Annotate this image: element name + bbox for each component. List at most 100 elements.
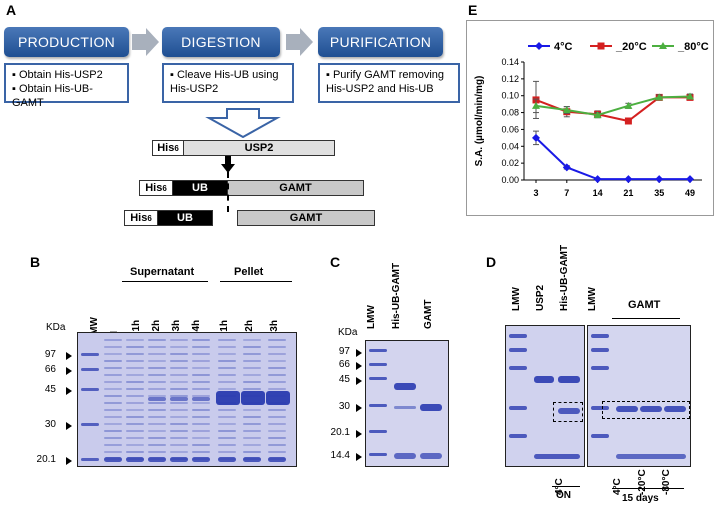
gel-band [192, 451, 210, 453]
usp2-band [534, 376, 554, 383]
y-tick-label: 0.14 [501, 57, 519, 67]
x-tick-label: 3 [533, 188, 538, 198]
highlight-box [553, 402, 583, 422]
gel-band [243, 353, 261, 355]
dye-front-band [104, 457, 122, 462]
gel-d-left [505, 325, 585, 467]
dye-front-band [192, 457, 210, 462]
marker-label: 20.1 [330, 427, 350, 438]
marker-band [81, 458, 99, 461]
his-label: His [145, 182, 163, 194]
gel-band [126, 444, 144, 446]
dye-front-band [148, 457, 166, 462]
y-tick-label: 0.04 [501, 141, 519, 151]
gel-band [268, 444, 286, 446]
gel-band [170, 346, 188, 348]
x-tick-label: 35 [654, 188, 664, 198]
gel-band [126, 395, 144, 397]
series-line [535, 95, 691, 117]
marker-arrow-icon [356, 453, 362, 461]
gel-band [126, 374, 144, 376]
marker-band [509, 348, 527, 352]
gel-band [268, 360, 286, 362]
gel-band [104, 381, 122, 383]
gel-band [268, 381, 286, 383]
gel-band [148, 353, 166, 355]
lane-label: His-UB-GAMT [559, 244, 570, 311]
gel-b [77, 332, 297, 467]
gel-band [243, 430, 261, 432]
step-production-header: PRODUCTION [4, 27, 129, 57]
data-point [593, 175, 602, 184]
gamt-band [558, 408, 580, 414]
gel-band [218, 430, 236, 432]
marker-label: 66 [44, 364, 56, 375]
step-line: ▪ Cleave His-UB using [170, 69, 279, 81]
gel-band [126, 339, 144, 341]
marker-arrow-icon [356, 377, 362, 385]
gamt-band [192, 397, 210, 401]
marker-band [369, 349, 387, 352]
gel-band [104, 346, 122, 348]
gel-band [104, 451, 122, 453]
gel-band [243, 374, 261, 376]
gel-band [192, 381, 210, 383]
marker-arrow-icon [66, 387, 72, 395]
panel-d-letter: D [486, 254, 497, 270]
gel-band [148, 374, 166, 376]
step-line: ▪ Obtain His-UB-GAMT [12, 83, 93, 109]
marker-arrow-icon [66, 457, 72, 465]
x-tick-label: 21 [623, 188, 633, 198]
gel-band [148, 409, 166, 411]
gel-band [170, 388, 188, 390]
lane-label: LMW [366, 305, 377, 329]
his-tag-ub-gamt: His 6 [139, 180, 173, 196]
gel-band [268, 367, 286, 369]
temp-label: -20°C [637, 469, 648, 495]
gamt-bracket [612, 318, 680, 319]
marker-band [81, 388, 99, 391]
chevron-right-icon [132, 28, 159, 56]
marker-label: 20.1 [36, 454, 56, 465]
gel-band [104, 339, 122, 341]
gel-band [104, 409, 122, 411]
marker-band [509, 334, 527, 338]
highlight-box [602, 401, 690, 419]
gel-band [148, 381, 166, 383]
gel-band [104, 402, 122, 404]
gel-band [148, 367, 166, 369]
dye-front-band [126, 457, 144, 462]
gel-band [268, 353, 286, 355]
data-point [659, 42, 667, 49]
cleavage-site-line [227, 172, 229, 212]
marker-band [591, 348, 609, 352]
panel-c-letter: C [330, 254, 341, 270]
temp-label: -80°C [661, 469, 672, 495]
gel-band [420, 453, 442, 459]
gel-band [170, 353, 188, 355]
marker-band [591, 434, 609, 438]
marker-label: 14.4 [330, 450, 350, 461]
marker-band [369, 430, 387, 433]
data-point [593, 111, 602, 119]
data-point [532, 101, 540, 109]
his-subscript: 6 [174, 143, 179, 153]
y-tick-label: 0.06 [501, 124, 519, 134]
gel-band [192, 367, 210, 369]
his-label: His [130, 212, 148, 224]
kda-label: KDa [46, 322, 66, 333]
data-point [624, 101, 633, 109]
step-digestion-header: DIGESTION [162, 27, 280, 57]
gel-band [243, 423, 261, 425]
his-ub-gamt-band [558, 376, 580, 383]
gel-band [104, 395, 122, 397]
gel-band [170, 430, 188, 432]
his-subscript: 6 [147, 213, 152, 223]
gel-band [192, 409, 210, 411]
gel-band [192, 353, 210, 355]
marker-arrow-icon [66, 367, 72, 375]
gel-band [243, 367, 261, 369]
gel-band [170, 444, 188, 446]
his-label: His [157, 142, 175, 154]
his-ub-gamt-band [394, 383, 416, 390]
